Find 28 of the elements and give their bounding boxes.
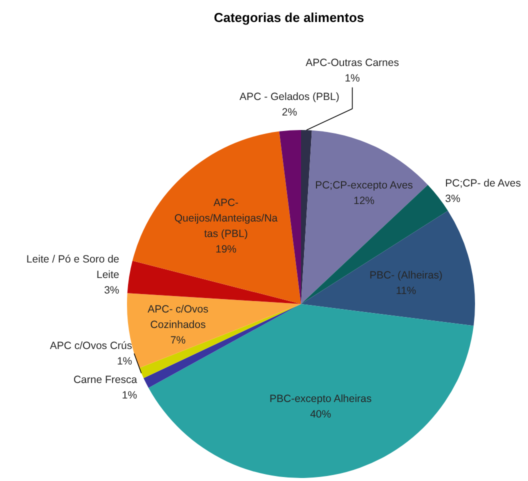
slice-label: APC c/Ovos Crús: [50, 340, 132, 352]
pie-slice: [127, 260, 301, 304]
pie-slice: [301, 210, 475, 326]
pie-slice: [132, 131, 301, 304]
pie-slice: [148, 304, 474, 478]
slice-label: APC-Queijos/Manteigas/Natas (PBL): [174, 196, 278, 240]
pie-slice: [279, 130, 301, 304]
data-label: 7%: [170, 334, 186, 346]
slice-label: APC-Outras Carnes: [306, 57, 399, 70]
slice-label: PBC- (Alheiras): [370, 269, 442, 282]
data-label: 3%: [445, 192, 460, 205]
data-label: 19%: [215, 243, 237, 256]
chart-title: Categorias de alimentos: [214, 10, 364, 25]
slice-label: APC- c/Ovos Cozinhados: [148, 304, 208, 331]
slice-label: PC;CP- de Aves: [445, 177, 521, 190]
data-label: 3%: [104, 284, 120, 297]
data-label: 40%: [310, 408, 332, 420]
data-label: 1%: [116, 355, 132, 368]
data-label: 11%: [396, 284, 416, 297]
data-label: 1%: [122, 389, 138, 402]
slice-label: Carne Fresca: [73, 374, 138, 386]
data-label: 1%: [344, 72, 360, 85]
slice-label: PBC-excepto Alheiras: [269, 392, 372, 405]
data-label: 2%: [282, 106, 298, 119]
slice-label: Leite / Pó e Soro de Leite: [26, 254, 120, 282]
slice-label: APC - Gelados (PBL): [240, 91, 340, 104]
slice-label: PC;CP-excepto Aves: [315, 179, 413, 192]
data-label: 12%: [353, 194, 375, 207]
